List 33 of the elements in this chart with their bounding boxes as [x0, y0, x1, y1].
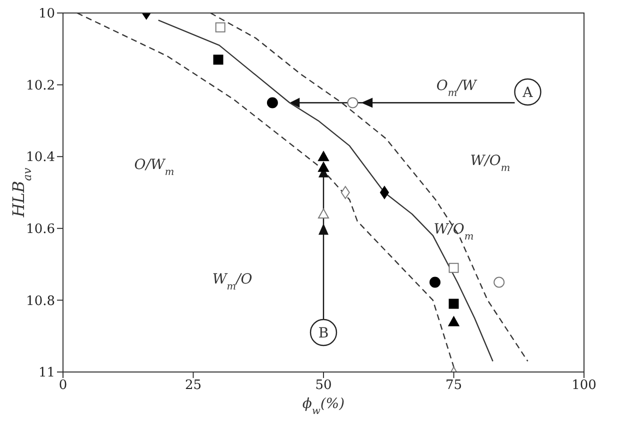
point [318, 208, 329, 219]
y-tick-label: 10.6 [26, 222, 55, 238]
y-tick-label: 10.2 [26, 78, 55, 94]
y-tick-label: 10.4 [26, 150, 55, 166]
point [448, 316, 460, 326]
x-tick-label: 75 [445, 378, 462, 394]
point [318, 162, 329, 172]
x-tick-label: 50 [315, 378, 332, 394]
annotation: A [522, 84, 534, 101]
point [340, 186, 350, 199]
point [318, 151, 329, 162]
y-tick-label: 11 [38, 366, 55, 381]
y-tick-label: 10.8 [26, 294, 55, 309]
point [347, 97, 358, 108]
point [448, 262, 459, 273]
annotation: W/O$_{m}$ [434, 221, 474, 242]
point [494, 276, 505, 288]
y-tick-label: 10 [38, 6, 55, 22]
x-tick-label: 0 [58, 378, 68, 394]
annotation: B [318, 326, 329, 342]
point [380, 186, 389, 199]
point [448, 298, 459, 309]
point [213, 54, 224, 65]
annotation: O$_{m}$/W [436, 78, 478, 98]
x-tick-label: 25 [184, 378, 202, 394]
x-axis-title: ϕ$_{w}$(%) [302, 396, 345, 416]
annotation: W/O$_{m}$ [470, 153, 510, 174]
point [266, 97, 278, 108]
x-tick-label: 100 [572, 378, 596, 394]
point [429, 276, 440, 288]
annotation: O/W$_{m}$ [134, 156, 174, 178]
annotation: W$_{m}$/O [212, 272, 253, 292]
point [215, 22, 226, 32]
